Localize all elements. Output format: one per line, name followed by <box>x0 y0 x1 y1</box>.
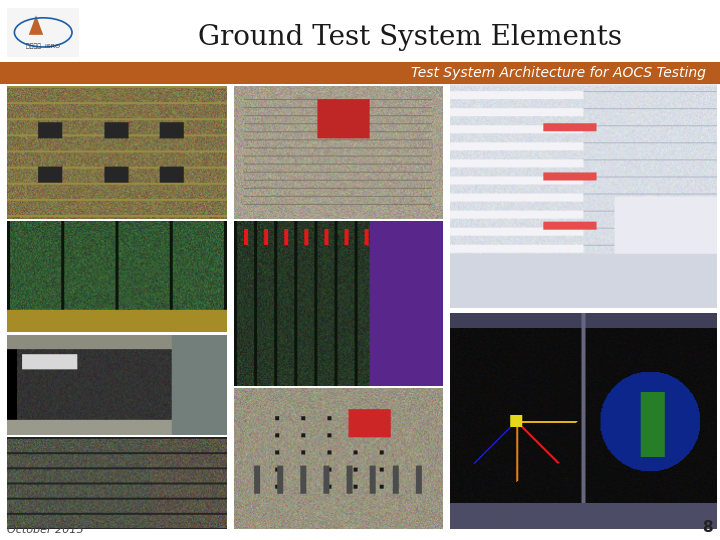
Bar <box>7 8 79 57</box>
Text: इसरो  ISRO: इसरो ISRO <box>26 44 60 50</box>
Text: October 2015: October 2015 <box>7 524 84 535</box>
Text: 8: 8 <box>702 519 713 535</box>
Text: Ground Test System Elements: Ground Test System Elements <box>199 24 622 51</box>
Polygon shape <box>29 15 43 35</box>
Text: Test System Architecture for AOCS Testing: Test System Architecture for AOCS Testin… <box>410 66 706 80</box>
Bar <box>0 62 720 84</box>
